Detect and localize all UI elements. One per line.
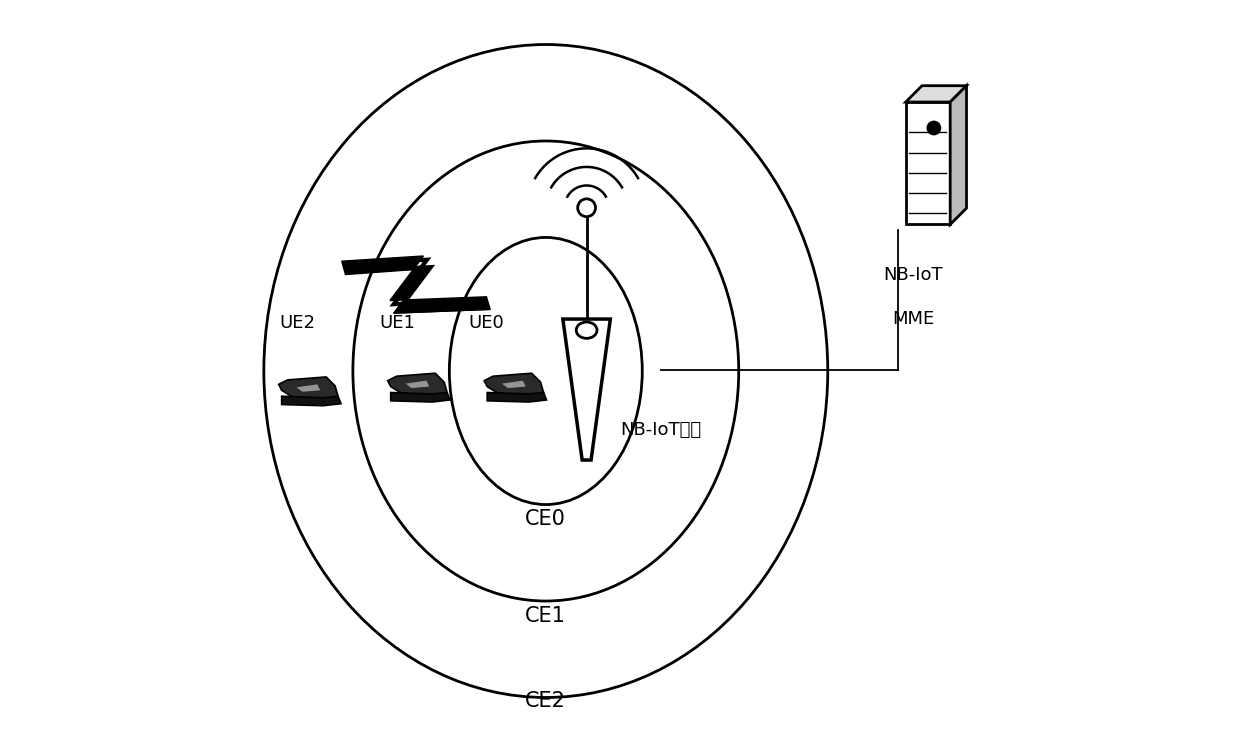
Circle shape: [578, 199, 595, 217]
Polygon shape: [502, 381, 526, 388]
Text: NB-IoT基站: NB-IoT基站: [620, 421, 701, 439]
Text: UE2: UE2: [279, 314, 315, 332]
Polygon shape: [281, 396, 341, 406]
Polygon shape: [342, 256, 490, 313]
Text: CE2: CE2: [526, 692, 567, 711]
Polygon shape: [405, 381, 429, 388]
Ellipse shape: [577, 322, 596, 338]
Polygon shape: [563, 319, 610, 460]
Polygon shape: [388, 373, 448, 397]
Polygon shape: [484, 373, 543, 397]
Polygon shape: [905, 85, 966, 102]
Polygon shape: [279, 377, 339, 401]
Text: UE0: UE0: [469, 314, 505, 332]
Polygon shape: [391, 393, 450, 402]
Circle shape: [928, 122, 941, 135]
Text: UE1: UE1: [379, 314, 415, 332]
Text: MME: MME: [892, 310, 934, 328]
Polygon shape: [487, 393, 547, 402]
Text: CE1: CE1: [526, 606, 567, 626]
Text: CE0: CE0: [526, 510, 567, 529]
Polygon shape: [905, 102, 950, 224]
Text: NB-IoT: NB-IoT: [883, 266, 942, 283]
Polygon shape: [950, 85, 966, 224]
Polygon shape: [296, 384, 320, 392]
